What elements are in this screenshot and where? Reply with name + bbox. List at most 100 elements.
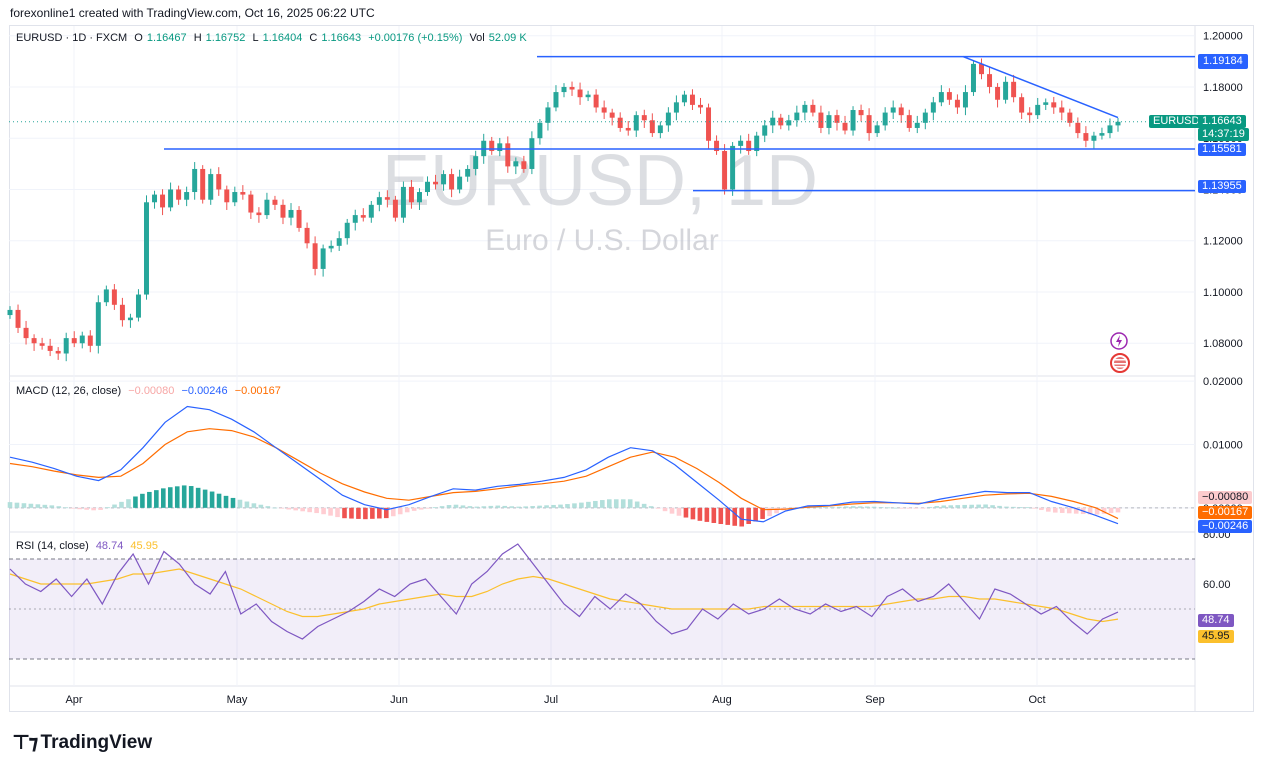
brand-text: TradingView [40,731,153,753]
macd-hist-bar [1108,507,1114,514]
macd-hist-bar [453,504,459,508]
rsi-tag-value: 48.74 [1198,614,1234,627]
candle [617,117,623,128]
candle [593,94,599,108]
macd-hist-bar [711,507,717,523]
macd-hist-bar [725,507,731,525]
candle [208,174,214,200]
candle [722,151,728,190]
candle [465,168,471,177]
candle [609,112,615,118]
candle [553,92,559,108]
macd-hist-bar [251,503,257,508]
macd-hist-bar [760,507,765,519]
level-tag-2: 1.15581 [1198,143,1246,156]
macd-hist-bar [774,507,779,514]
macd-hist-bar [530,506,535,508]
macd-hist-bar [857,506,863,508]
candle [601,107,607,113]
candle [95,302,101,346]
change-value: +0.00176 (+0.15%) [368,32,463,44]
candle [192,168,198,193]
macd-hist-bar [1073,507,1079,514]
macd-hist-bar [962,504,967,508]
candle [71,338,77,344]
macd-hist-bar [223,495,229,508]
candle [922,112,928,123]
candle [200,168,206,200]
macd-hist-bar [544,505,549,508]
candle [962,92,968,108]
candle [400,186,406,218]
macd-hist-bar [718,507,724,525]
high-value: 1.16752 [205,32,246,44]
macd-hist-bar [1101,507,1107,514]
macd-hist-bar [279,507,285,509]
rsi-tag-ma: 45.95 [1198,630,1234,643]
candle [1011,81,1017,98]
macd-hist-bar [502,505,508,508]
horizontal-levels[interactable] [164,55,1195,192]
candle [184,192,190,200]
chart-credit: forexonline1 created with TradingView.co… [10,6,375,20]
macd-hist-bar [1046,507,1051,512]
candle [914,122,920,128]
macd-hist-bar [920,507,926,509]
macd-hist-bar [481,506,487,508]
candle [224,189,230,203]
macd-line [9,405,1119,525]
close-value: 1.16643 [321,32,362,44]
x-tick-aug: Aug [712,694,732,706]
macd-panel [7,405,1195,527]
trendline [962,55,1119,119]
macd-hist-bar [370,507,375,519]
candle [336,238,342,246]
macd-hist-bar [488,505,494,508]
candle [987,74,993,87]
candle [87,335,93,346]
candle [786,120,792,126]
candle [738,140,744,146]
tradingview-brand[interactable]: ⊤⁊ TradingView [12,730,152,755]
x-tick-sep: Sep [865,694,885,706]
candle [625,127,631,131]
macd-hist-bar [446,505,452,508]
macd-hist-value: −0.00080 [128,385,175,397]
pane-icons[interactable] [1110,332,1130,373]
candle [810,104,816,113]
candle [794,112,800,121]
macd-signal-line [9,428,1119,520]
macd-hist-bar [983,504,988,508]
rsi-value: 48.74 [95,540,124,552]
macd-hist-bar [237,499,243,508]
macd-hist-bar [690,507,696,520]
watermark-symbol: EURUSD, 1D [382,141,818,221]
candle [1067,112,1073,123]
macd-hist-bar [140,493,145,508]
candle [1107,125,1113,134]
candle [384,197,390,200]
candle [778,117,784,126]
candle [176,189,182,200]
macd-hist-bar [1032,507,1037,509]
candle [970,63,976,93]
candle [730,145,736,190]
macd-hist-bar [460,505,466,508]
candle [79,335,85,344]
macd-hist-bar [1094,507,1100,515]
macd-tick: 0.01000 [1203,440,1243,452]
candle [754,135,760,152]
macd-hist-bar [188,486,194,508]
rsi-panel [9,543,1119,640]
macd-hist-bar [1018,507,1023,508]
macd-hist-bar [321,507,326,515]
candle [144,202,149,295]
macd-hist-bar [683,507,689,518]
candle [135,294,141,318]
candle [1099,133,1105,136]
candle [416,192,422,203]
macd-hist-bar [816,506,821,508]
price-tick: 1.18000 [1203,82,1243,94]
macd-hist-bar [300,507,305,512]
